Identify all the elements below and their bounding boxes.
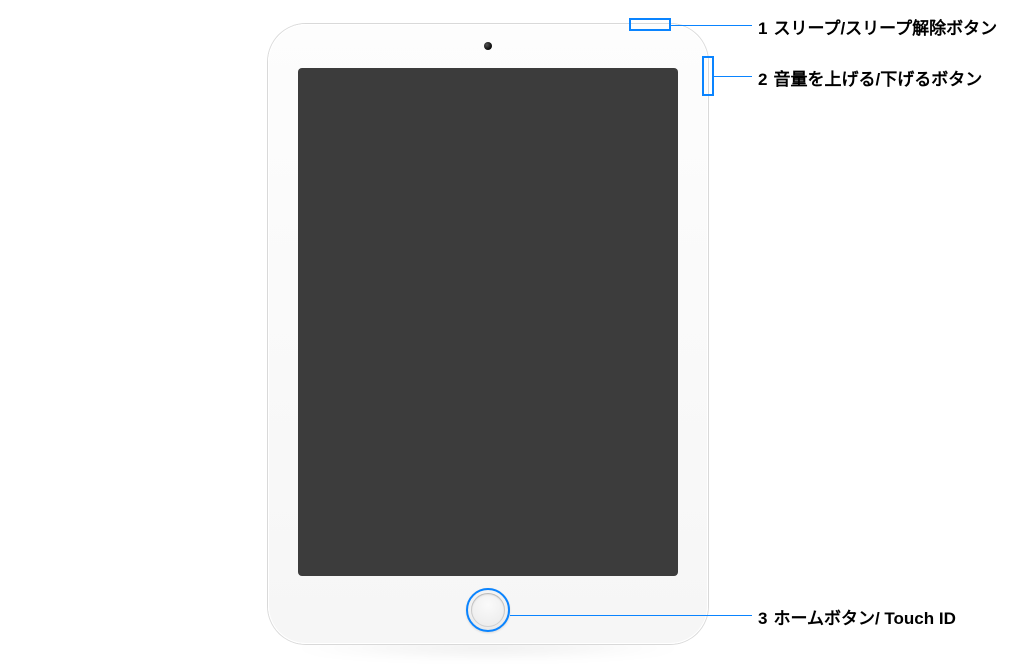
leader-line-volume — [714, 76, 752, 77]
callout-label-home: 3 ホームボタン/ Touch ID — [758, 604, 956, 629]
callout-box-volume — [702, 56, 714, 96]
callout-number: 3 — [758, 609, 767, 629]
front-camera-icon — [484, 42, 492, 50]
tablet-screen — [298, 68, 678, 576]
callout-box-home — [466, 588, 510, 632]
diagram-stage: 1 スリープ/スリープ解除ボタン 2 音量を上げる/下げるボタン 3 ホームボタ… — [0, 0, 1024, 668]
callout-label-sleep: 1 スリープ/スリープ解除ボタン — [758, 14, 997, 39]
callout-text: スリープ/スリープ解除ボタン — [773, 14, 997, 39]
callout-text: ホームボタン/ Touch ID — [773, 604, 955, 629]
callout-box-sleep — [629, 18, 671, 31]
callout-number: 2 — [758, 70, 767, 90]
callout-text: 音量を上げる/下げるボタン — [773, 65, 982, 90]
callout-number: 1 — [758, 19, 767, 39]
callout-label-volume: 2 音量を上げる/下げるボタン — [758, 65, 982, 90]
leader-line-home — [510, 615, 752, 616]
leader-line-sleep — [671, 25, 752, 26]
